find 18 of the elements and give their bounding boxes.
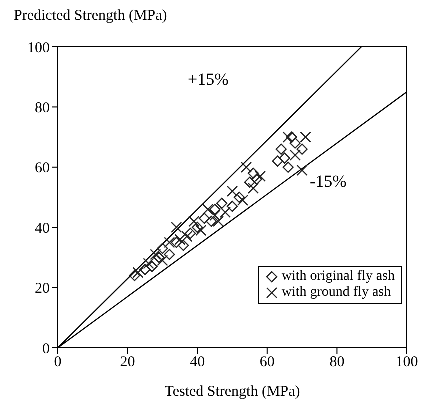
y-tick-label: 100 bbox=[28, 40, 50, 56]
x-tick-label: 60 bbox=[260, 354, 275, 371]
y-axis-title: Predicted Strength (MPa) bbox=[14, 8, 168, 25]
annotation: +15% bbox=[188, 70, 229, 90]
annotation: -15% bbox=[310, 172, 347, 192]
x-tick-label: 80 bbox=[330, 354, 345, 371]
y-tick-label: 20 bbox=[35, 281, 50, 298]
x-tick-label: 40 bbox=[190, 354, 206, 371]
x-axis-title: Tested Strength (MPa) bbox=[164, 384, 300, 400]
x-tick-label: 100 bbox=[396, 354, 418, 371]
y-tick-label: 0 bbox=[42, 341, 50, 358]
legend-label: with original fly ash bbox=[282, 269, 395, 285]
x-tick-label: 0 bbox=[54, 354, 62, 371]
y-tick-label: 60 bbox=[35, 160, 50, 177]
legend-label: with ground fly ash bbox=[282, 285, 392, 301]
y-tick-label: 40 bbox=[35, 220, 50, 237]
y-tick-label: 80 bbox=[35, 100, 50, 117]
x-tick-label: 20 bbox=[120, 354, 136, 371]
